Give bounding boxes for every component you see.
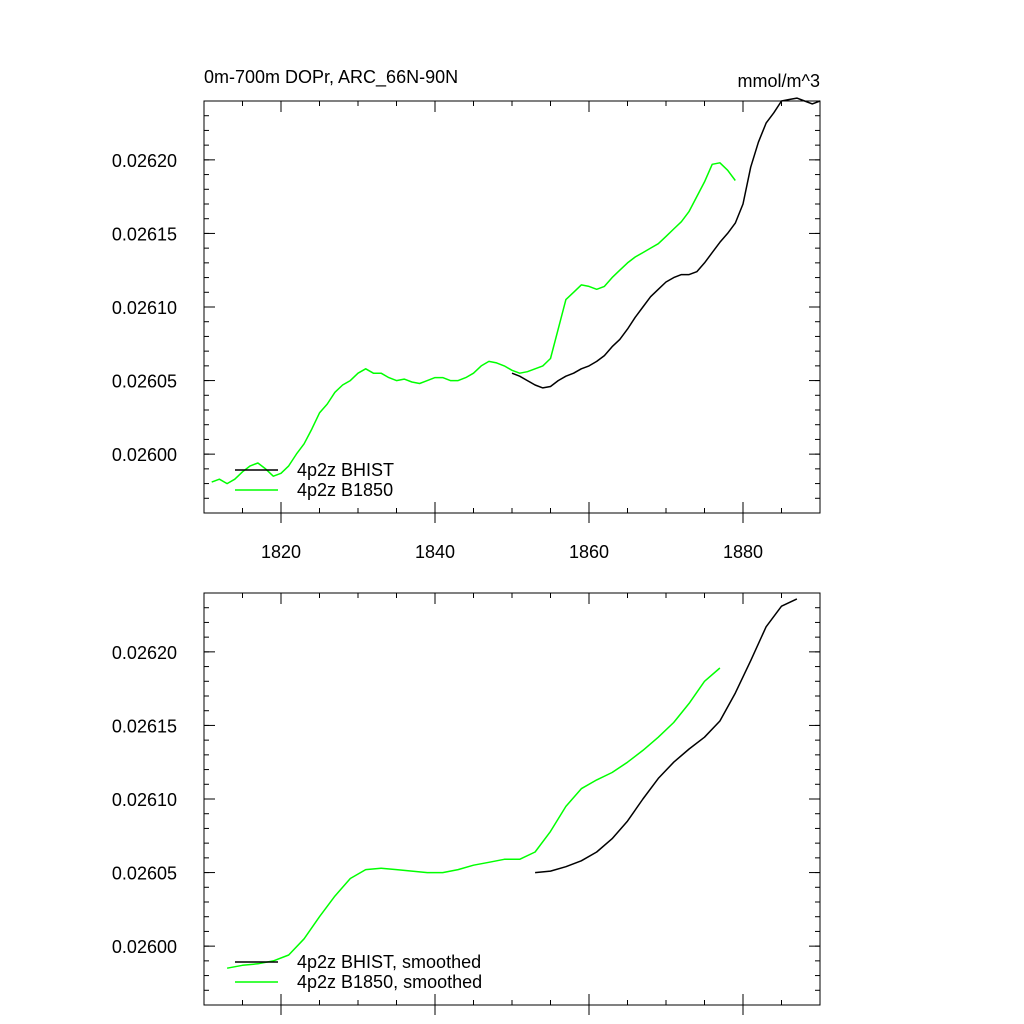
x-tick-label: 1820 [261,542,301,562]
legend-label-0: 4p2z BHIST [297,460,394,480]
plot-frame [203,592,821,1006]
plot-frame [203,100,821,514]
series-line-1 [226,667,721,969]
y-tick-label: 0.02620 [112,643,177,663]
y-tick-label: 0.02605 [112,372,177,392]
x-tick-label: 1860 [569,542,609,562]
y-tick-label: 0.02610 [112,790,177,810]
y-tick-label: 0.02605 [112,864,177,884]
chart-units-label: mmol/m^3 [738,71,820,91]
series-line-0 [535,598,798,874]
legend-label-1: 4p2z B1850, smoothed [297,972,482,992]
chart-title-left: 0m-700m DOPr, ARC_66N-90N [204,67,458,88]
x-tick-label: 1840 [415,542,455,562]
y-tick-label: 0.02600 [112,445,177,465]
y-tick-label: 0.02620 [112,151,177,171]
bottom-panel: 0.02600 0.02605 0.02610 0.02615 0.02620 4p2z … [112,592,821,1015]
x-tick-label: 1880 [723,542,763,562]
y-tick-label: 0.02610 [112,298,177,318]
y-tick-label: 0.02600 [112,937,177,957]
series-line-1 [211,162,736,485]
series-line-0 [511,97,821,389]
y-tick-label: 0.02615 [112,716,177,736]
top-panel: 0m-700m DOPr, ARC_66N-90N mmol/m^3 1820 1… [112,67,821,562]
legend-label-1: 4p2z B1850 [297,480,393,500]
legend-label-0: 4p2z BHIST, smoothed [297,952,481,972]
y-tick-label: 0.02615 [112,224,177,244]
